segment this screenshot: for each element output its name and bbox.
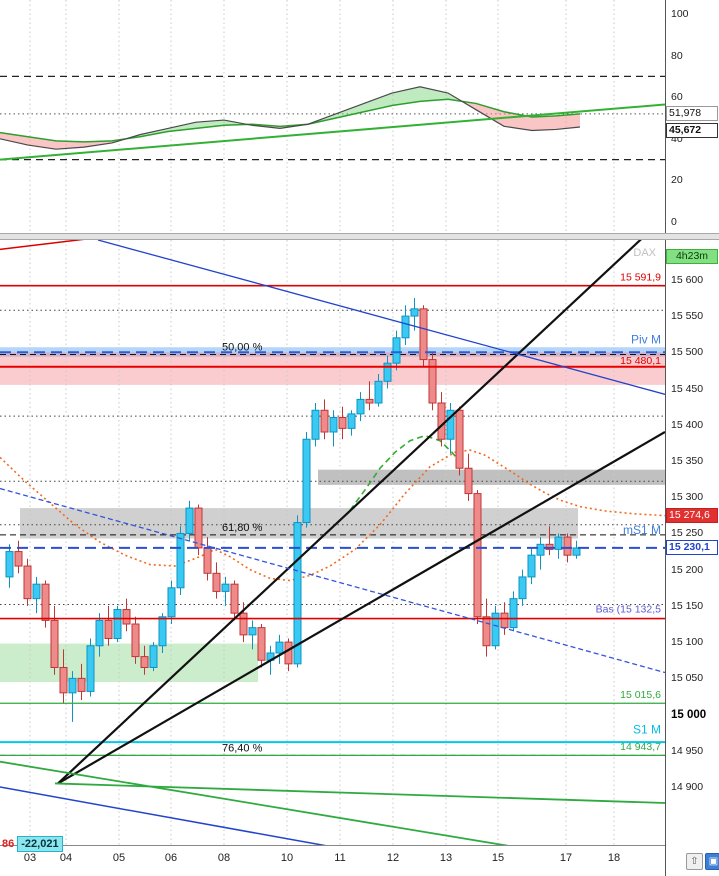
price-axis-tick: 15 050 [671,672,704,685]
price-axis-tick: 15 550 [671,310,704,323]
fibonacci-label: 50,00 % [222,341,263,353]
vertical-gridlines [29,240,615,845]
downtrend-dashed-blue [0,487,665,674]
price-axis[interactable]: 100 80 60 40 20 0 51,978 45,672 15 600 15 550 15 5… [665,0,719,876]
downtrend-line-blue [97,240,665,395]
ma-dashed-line [349,434,463,511]
indicator-axis-tick: 100 [671,8,689,20]
indicator-axis-tick: 60 [671,91,683,104]
zone-green-support [0,643,258,682]
last-price-label: 15 230,1 [666,539,718,555]
price-annotation: 15 480,1 [620,355,661,367]
fibonacci-label: 61,80 % [222,522,263,534]
price-annotation: 15 015,6 [620,689,661,701]
date-tick: 06 [164,852,178,864]
price-annotation: Bas (15 132,5 [596,603,662,615]
zone-resistance-band [0,352,665,385]
price-axis-tick: 15 200 [671,563,704,576]
date-tick: 13 [439,852,453,864]
oscillator-panel[interactable] [0,0,665,233]
share-icon[interactable]: ⇧ [686,853,703,870]
uptrend-line-shallow [57,431,665,785]
horizontal-levels [0,284,665,757]
price-annotation: Piv M [631,332,661,346]
price-axis-tick: 15 150 [671,599,704,612]
indicator-value-label: 45,672 [666,123,718,138]
indicator-axis-tick: 20 [671,174,683,187]
price-annotations: 15 591,9 Piv M 15 480,1 mS1 M Bas (15 132,5 1… [596,271,662,753]
date-tick: 10 [280,852,294,864]
green-line-steep [0,760,509,845]
ma-value-label: 15 274,6 [666,507,718,523]
indicator-readout-value: 86 [2,838,15,850]
date-tick: 05 [112,852,126,864]
date-tick: 04 [59,852,73,864]
price-annotation: 14 943,7 [620,741,661,753]
price-axis-tick: 15 000 [671,708,707,721]
countdown-badge: 4h23m [666,248,718,264]
panel-divider[interactable] [0,233,719,240]
price-axis-tick: 14 900 [671,781,704,794]
date-tick: 08 [217,852,231,864]
price-axis-tick: 15 500 [671,346,704,359]
indicator-value-label: 51,978 [666,105,718,121]
indicator-signal-line [0,98,581,143]
date-tick: 11 [334,852,346,864]
fibonacci-label: 76,40 % [222,742,263,754]
date-tick: 15 [491,852,505,864]
price-annotation: 15 591,9 [620,271,661,283]
vertical-gridlines [29,0,615,233]
price-axis-tick: 15 350 [671,454,704,467]
indicator-readout-box: -22,021 [17,836,63,852]
date-tick: 17 [559,852,573,864]
price-axis-tick: 15 400 [671,418,704,431]
indicator-axis-tick: 40 [671,132,683,145]
price-annotation: S1 M [633,722,661,736]
corner-toolbar: ⇧ ▣ [686,853,719,870]
date-tick: 12 [386,852,400,864]
price-axis-tick: 14 950 [671,744,704,757]
uptrend-line-steep [57,240,642,785]
indicator-axis-tick: 0 [671,216,677,228]
indicator-readout: 86 -22,021 [2,836,63,852]
date-tick: 03 [23,852,37,864]
price-axis-tick: 15 450 [671,382,704,395]
indicator-trend-line[interactable] [0,103,665,161]
price-axis-tick: 15 300 [671,491,704,504]
trend-lines[interactable] [0,240,665,845]
indicator-axis-tick: 80 [671,49,683,62]
date-tick: 18 [607,852,621,864]
price-axis-tick: 15 600 [671,273,704,286]
instrument-watermark: DAX [633,247,656,259]
minor-dotted-levels [0,309,665,605]
blue-line-bottom [0,786,327,845]
green-line-shallow [54,782,665,804]
price-axis-tick: 15 250 [671,527,704,540]
price-annotation: mS1 M [623,523,661,537]
red-line-top [0,240,85,251]
snapshot-icon[interactable]: ▣ [705,853,719,870]
date-axis[interactable]: 03 04 05 06 08 10 11 12 13 15 17 18 [0,845,719,876]
price-axis-tick: 15 100 [671,636,704,649]
